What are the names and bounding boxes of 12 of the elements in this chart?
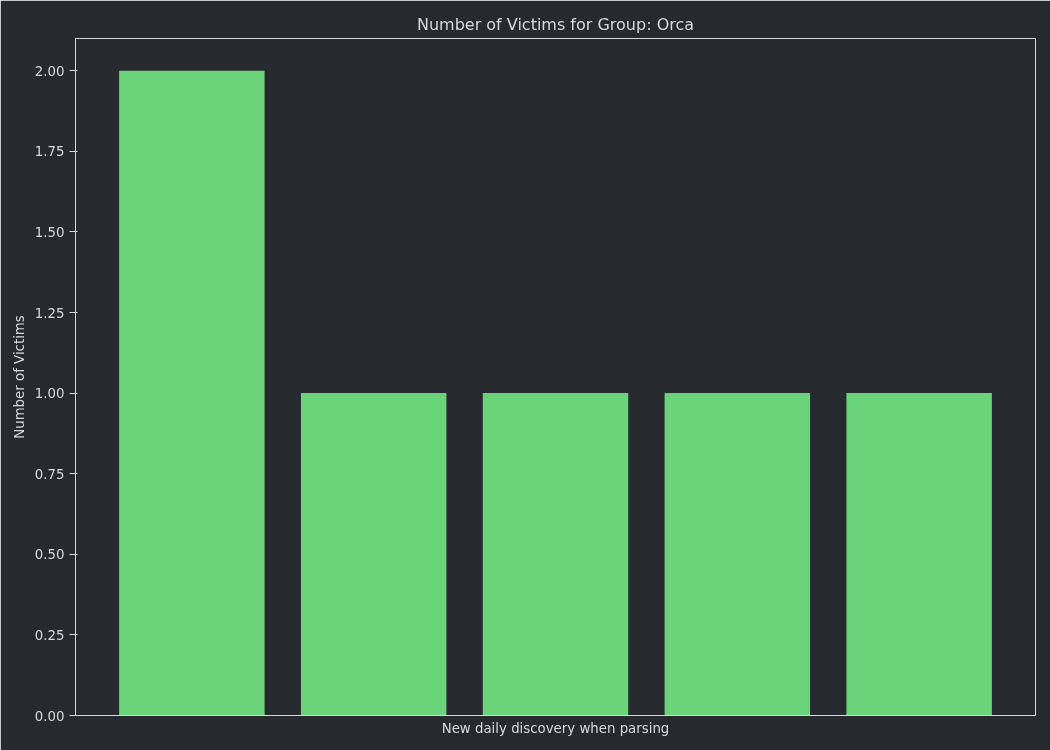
y-tick-label: 1.50 [34, 224, 65, 240]
y-tick-label: 0.00 [34, 708, 65, 724]
y-tick-label: 1.00 [34, 386, 65, 402]
y-tick-label: 1.25 [34, 305, 65, 321]
y-tick-label: 0.25 [34, 627, 65, 643]
y-tick-label: 1.75 [34, 144, 65, 160]
chart-title: Number of Victims for Group: Orca [416, 14, 695, 34]
y-tick-label: 0.75 [34, 466, 65, 482]
y-tick-label: 2.00 [34, 63, 65, 79]
x-axis-title: New daily discovery when parsing [441, 720, 670, 736]
y-tick-label: 0.50 [34, 547, 65, 563]
y-axis-title: Number of Victims [11, 315, 27, 439]
